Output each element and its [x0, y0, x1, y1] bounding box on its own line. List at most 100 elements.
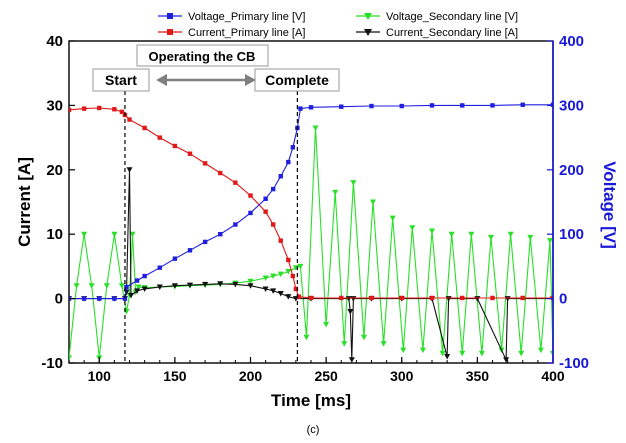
data-point-current-primary-line-a	[127, 117, 132, 122]
data-point-voltage-primary-line-v	[550, 102, 553, 107]
data-point-voltage-secondary-line-v	[81, 231, 88, 238]
legend-item-voltage-primary: Voltage_Primary line [V]	[158, 11, 305, 23]
left-tick-label: 40	[46, 33, 63, 50]
data-point-voltage-primary-line-v	[202, 239, 208, 245]
data-point-voltage-primary-line-v	[233, 222, 238, 227]
data-point-voltage-primary-line-v	[490, 103, 495, 108]
data-point-current-secondary-line-a	[156, 284, 163, 291]
data-point-current-secondary-line-a	[262, 286, 269, 292]
data-point-current-secondary-line-a	[503, 357, 510, 363]
legend-item-current-secondary: Current_Secondary line [A]	[356, 27, 518, 39]
series-line-current-primary-line-a	[69, 107, 553, 299]
x-tick-label: 200	[239, 368, 263, 384]
data-point-voltage-primary-line-v	[142, 273, 147, 279]
x-tick-label: 300	[390, 368, 414, 384]
data-point-voltage-primary-line-v	[290, 145, 296, 150]
data-point-voltage-secondary-line-v	[429, 228, 435, 234]
data-point-voltage-primary-line-v	[248, 210, 253, 216]
data-point-voltage-secondary-line-v	[478, 350, 485, 357]
data-point-voltage-primary-line-v	[263, 196, 268, 201]
data-point-voltage-primary-line-v	[81, 296, 87, 301]
right-axis-title: Voltage [V]	[600, 161, 619, 249]
data-point-voltage-primary-line-v	[460, 103, 465, 108]
data-point-current-primary-line-a	[157, 135, 162, 140]
data-point-voltage-secondary-line-v	[262, 275, 269, 281]
data-point-current-secondary-line-a	[187, 282, 193, 289]
x-tick-label: 150	[163, 368, 187, 384]
data-point-voltage-secondary-line-v	[419, 347, 426, 354]
data-point-current-secondary-line-a	[171, 283, 178, 289]
x-tick-label: 250	[314, 368, 338, 384]
data-point-voltage-secondary-line-v	[537, 347, 544, 354]
data-point-voltage-secondary-line-v	[341, 341, 348, 347]
data-point-current-primary-line-a	[270, 222, 276, 227]
series-line-current-secondary-line-a	[69, 169, 553, 361]
data-point-current-secondary-line-a	[277, 290, 284, 297]
start-label-box	[92, 68, 150, 92]
data-point-current-primary-line-a	[97, 105, 102, 111]
data-point-voltage-primary-line-v	[122, 296, 128, 301]
data-point-voltage-secondary-line-v	[303, 334, 310, 341]
operating-arrow-right-head	[245, 74, 256, 86]
data-point-voltage-secondary-line-v	[507, 231, 514, 238]
data-point-voltage-secondary-line-v	[118, 283, 125, 289]
data-point-voltage-secondary-line-v	[518, 350, 525, 357]
operating-arrow-left-head	[156, 74, 167, 86]
series-line-voltage-primary-line-v	[69, 104, 553, 300]
right-tick-label: 400	[559, 33, 584, 50]
series-line-voltage-secondary-line-v	[69, 127, 553, 358]
data-point-current-primary-line-a	[490, 295, 495, 301]
legend: Voltage_Primary line [V] Current_Primary…	[158, 11, 518, 39]
x-axis-title: Time [ms]	[271, 391, 351, 410]
data-point-voltage-primary-line-v	[218, 232, 223, 237]
data-point-current-primary-line-a	[112, 107, 117, 112]
x-tick-label: 350	[466, 368, 490, 384]
left-tick-label: 20	[46, 162, 63, 179]
left-tick-label: 0	[55, 291, 63, 308]
data-point-voltage-secondary-line-v	[69, 355, 72, 361]
operating-label: Operating the CB	[149, 49, 256, 64]
legend-label-voltage-secondary: Voltage_Secondary line [V]	[386, 11, 518, 23]
data-point-current-primary-line-a	[369, 295, 374, 301]
data-point-voltage-primary-line-v	[339, 104, 344, 109]
data-point-voltage-secondary-line-v	[88, 283, 95, 289]
data-point-voltage-secondary-line-v	[129, 231, 136, 238]
data-point-voltage-secondary-line-v	[459, 350, 466, 357]
data-point-voltage-secondary-line-v	[270, 273, 277, 280]
data-point-voltage-secondary-line-v	[312, 125, 319, 131]
left-tick-label: 10	[46, 226, 63, 243]
x-tick-label: 400	[541, 368, 565, 384]
data-point-current-primary-line-a	[142, 125, 147, 131]
data-point-voltage-primary-line-v	[172, 256, 178, 261]
data-point-current-primary-line-a	[233, 180, 238, 185]
data-point-current-primary-line-a	[308, 295, 314, 301]
data-point-voltage-primary-line-v	[187, 248, 193, 253]
data-point-current-secondary-line-a	[232, 281, 239, 288]
data-point-current-primary-line-a	[81, 106, 87, 111]
left-tick-label: -10	[41, 355, 63, 372]
data-point-current-secondary-line-a	[270, 288, 277, 294]
data-point-current-primary-line-a	[339, 295, 344, 301]
data-point-current-primary-line-a	[248, 193, 253, 198]
legend-item-voltage-secondary: Voltage_Secondary line [V]	[356, 11, 518, 23]
data-point-voltage-primary-line-v	[124, 284, 129, 290]
data-point-voltage-primary-line-v	[270, 186, 276, 192]
data-point-current-secondary-line-a	[247, 283, 254, 289]
figure-caption: (c)	[307, 424, 320, 436]
data-point-voltage-primary-line-v	[520, 102, 525, 107]
legend-item-current-primary: Current_Primary line [A]	[158, 27, 305, 39]
data-point-current-secondary-line-a	[128, 292, 135, 299]
data-point-current-primary-line-a	[172, 143, 178, 149]
data-point-voltage-secondary-line-v	[468, 231, 475, 238]
data-point-voltage-secondary-line-v	[409, 225, 416, 231]
data-point-voltage-secondary-line-v	[360, 334, 367, 341]
data-point-current-secondary-line-a	[141, 286, 148, 292]
data-point-current-secondary-line-a	[444, 354, 451, 360]
data-point-voltage-secondary-line-v	[380, 341, 387, 347]
right-tick-label: -100	[559, 355, 589, 372]
legend-label-current-secondary: Current_Secondary line [A]	[386, 27, 518, 39]
data-point-current-primary-line-a	[119, 109, 125, 115]
data-point-voltage-secondary-line-v	[400, 347, 407, 354]
data-point-voltage-secondary-line-v	[103, 283, 110, 289]
data-point-voltage-primary-line-v	[308, 105, 314, 110]
